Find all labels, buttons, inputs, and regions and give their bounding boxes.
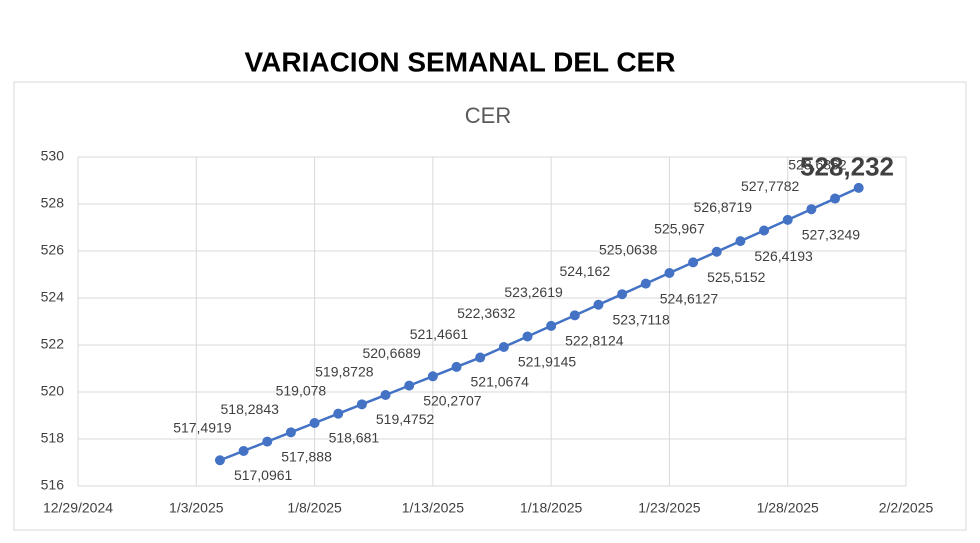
data-point: [333, 408, 344, 419]
data-point: [427, 371, 438, 382]
data-point: [569, 310, 580, 321]
x-tick-label: 1/23/2025: [638, 500, 700, 516]
data-point: [262, 436, 273, 447]
data-point: [664, 268, 675, 279]
data-point: [214, 455, 225, 466]
data-point: [380, 389, 391, 400]
y-tick-label: 526: [41, 242, 65, 258]
data-label: 519,8728: [315, 364, 374, 380]
data-label: 526,4193: [754, 248, 813, 264]
x-tick-label: 1/8/2025: [287, 500, 342, 516]
data-label: 527,7782: [741, 178, 800, 194]
data-point: [404, 380, 415, 391]
x-tick-label: 1/13/2025: [402, 500, 464, 516]
data-label: 524,162: [560, 263, 611, 279]
chart-title: CER: [465, 103, 511, 128]
y-tick-label: 516: [41, 477, 65, 493]
data-point: [640, 278, 651, 289]
data-label: 521,9145: [518, 354, 577, 370]
data-point: [688, 257, 699, 268]
y-tick-label: 524: [41, 289, 65, 305]
data-label: 527,3249: [802, 227, 861, 243]
data-point: [593, 299, 604, 310]
series-line: [219, 186, 860, 462]
x-tick-label: 2/2/2025: [879, 500, 934, 516]
data-point: [285, 427, 296, 438]
data-label: 518,2843: [221, 401, 280, 417]
y-tick-label: 520: [41, 383, 65, 399]
data-point: [238, 445, 249, 456]
chart-frame: [13, 81, 967, 531]
data-label: 517,888: [281, 448, 332, 464]
data-label: 526,8719: [694, 199, 753, 215]
data-point: [735, 236, 746, 247]
data-point: [853, 182, 864, 193]
data-point: [806, 204, 817, 215]
data-label: 521,4661: [410, 326, 469, 342]
data-label: 522,3632: [457, 305, 516, 321]
data-point: [830, 193, 841, 204]
data-label: 525,967: [654, 220, 705, 236]
data-point: [711, 246, 722, 257]
data-label: 525,5152: [707, 269, 766, 285]
data-label: 524,6127: [660, 290, 719, 306]
data-point: [451, 361, 462, 372]
data-point: [309, 417, 320, 428]
x-tick-label: 1/18/2025: [520, 500, 582, 516]
x-tick-label: 1/28/2025: [757, 500, 819, 516]
y-tick-label: 522: [41, 336, 65, 352]
x-tick-label: 12/29/2024: [43, 500, 113, 516]
data-point: [617, 289, 628, 300]
data-label: 523,7118: [612, 311, 670, 327]
data-point: [782, 214, 793, 225]
data-label: 520,2707: [423, 392, 482, 408]
data-point: [546, 320, 557, 331]
data-label: 528,232: [800, 151, 894, 181]
page-title: VARIACION SEMANAL DEL CER: [245, 46, 676, 77]
data-label: 521,0674: [471, 374, 530, 390]
y-tick-label: 518: [41, 430, 65, 446]
data-label: 522,8124: [565, 333, 624, 349]
data-label: 520,6689: [362, 345, 421, 361]
data-point: [522, 331, 533, 342]
data-label: 517,4919: [173, 420, 232, 436]
data-label: 517,0961: [234, 467, 293, 483]
data-point: [759, 225, 770, 236]
data-label: 519,078: [276, 382, 327, 398]
y-tick-label: 528: [41, 195, 65, 211]
data-label: 528,6862: [788, 157, 847, 173]
data-label: 519,4752: [376, 411, 435, 427]
data-point: [475, 352, 486, 363]
data-label: 518,681: [329, 430, 380, 446]
data-label: 525,0638: [599, 242, 658, 258]
data-point: [356, 399, 367, 410]
data-label: 523,2619: [504, 284, 563, 300]
data-point: [498, 342, 509, 353]
x-tick-label: 1/3/2025: [169, 500, 224, 516]
y-tick-label: 530: [41, 148, 65, 164]
